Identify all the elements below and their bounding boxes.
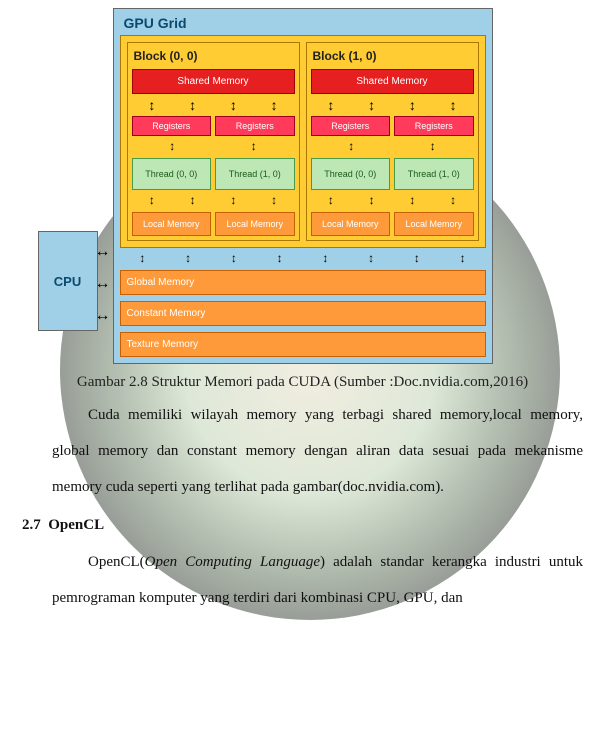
double-arrow-icon: ↔ — [95, 276, 111, 292]
arrows-block-global: ↕↕↕↕↕↕↕↕ — [120, 252, 486, 264]
registers: Registers — [215, 116, 295, 136]
arrows-thread-local: ↕↕↕↕ — [132, 194, 295, 206]
global-memory-bar: Global Memory — [120, 270, 486, 295]
gpu-grid-title: GPU Grid — [120, 13, 486, 35]
global-memory-section: Global Memory Constant Memory Texture Me… — [120, 270, 486, 357]
thread: Thread (1, 0) — [215, 158, 295, 190]
local-memory: Local Memory — [132, 212, 212, 236]
shared-memory: Shared Memory — [311, 69, 474, 94]
registers-row: Registers Registers — [132, 116, 295, 136]
arrows-thread-local: ↕↕↕↕ — [311, 194, 474, 206]
paragraph-2: OpenCL(Open Computing Language) adalah s… — [0, 538, 605, 616]
paragraph-text: OpenCL(Open Computing Language) adalah s… — [52, 544, 583, 616]
local-memory: Local Memory — [311, 212, 391, 236]
figure-caption: Gambar 2.8 Struktur Memori pada CUDA (Su… — [0, 374, 605, 391]
paragraph-text: Cuda memiliki wilayah memory yang terbag… — [52, 397, 583, 505]
thread-row: Thread (0, 0) Thread (1, 0) — [132, 158, 295, 190]
section-title: OpenCL — [48, 517, 104, 533]
cpu-label: CPU — [54, 274, 81, 289]
texture-memory-bar: Texture Memory — [120, 332, 486, 357]
block-title: Block (0, 0) — [132, 47, 295, 65]
cpu-box: CPU ↔ ↔ ↔ — [38, 231, 98, 331]
para2-a: OpenCL( — [88, 554, 145, 570]
arrows-reg-thread: ↕↕ — [311, 140, 474, 152]
local-memory: Local Memory — [394, 212, 474, 236]
section-heading: 2.7 OpenCL — [0, 505, 605, 538]
arrows-reg-thread: ↕↕ — [132, 140, 295, 152]
paragraph-1: Cuda memiliki wilayah memory yang terbag… — [0, 391, 605, 505]
blocks-row: Block (0, 0) Shared Memory ↕↕↕↕ Register… — [120, 35, 486, 248]
thread: Thread (0, 0) — [132, 158, 212, 190]
block-1-0: Block (1, 0) Shared Memory ↕↕↕↕ Register… — [306, 42, 479, 241]
para2-b: Open Computing Language — [145, 554, 320, 570]
thread-row: Thread (0, 0) Thread (1, 0) — [311, 158, 474, 190]
arrows-shared-registers: ↕↕↕↕ — [311, 98, 474, 112]
registers-row: Registers Registers — [311, 116, 474, 136]
diagram-container: GPU Grid Block (0, 0) Shared Memory ↕↕↕↕… — [0, 0, 605, 364]
thread: Thread (0, 0) — [311, 158, 391, 190]
constant-memory-bar: Constant Memory — [120, 301, 486, 326]
gpu-grid: GPU Grid Block (0, 0) Shared Memory ↕↕↕↕… — [113, 8, 493, 364]
arrows-shared-registers: ↕↕↕↕ — [132, 98, 295, 112]
thread: Thread (1, 0) — [394, 158, 474, 190]
block-title: Block (1, 0) — [311, 47, 474, 65]
registers: Registers — [394, 116, 474, 136]
registers: Registers — [311, 116, 391, 136]
local-row: Local Memory Local Memory — [311, 212, 474, 236]
section-number: 2.7 — [22, 517, 41, 533]
shared-memory: Shared Memory — [132, 69, 295, 94]
double-arrow-icon: ↔ — [95, 244, 111, 260]
local-memory: Local Memory — [215, 212, 295, 236]
block-0-0: Block (0, 0) Shared Memory ↕↕↕↕ Register… — [127, 42, 300, 241]
local-row: Local Memory Local Memory — [132, 212, 295, 236]
double-arrow-icon: ↔ — [95, 308, 111, 324]
registers: Registers — [132, 116, 212, 136]
